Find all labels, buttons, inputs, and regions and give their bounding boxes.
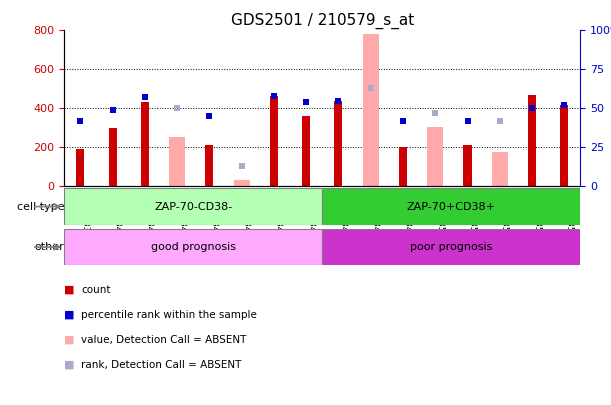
Text: percentile rank within the sample: percentile rank within the sample [81, 310, 257, 320]
Text: rank, Detection Call = ABSENT: rank, Detection Call = ABSENT [81, 360, 241, 370]
Title: GDS2501 / 210579_s_at: GDS2501 / 210579_s_at [231, 13, 414, 29]
Text: GSM99350: GSM99350 [435, 190, 444, 239]
Bar [323, 229, 580, 265]
Bar [528, 95, 536, 186]
Bar [64, 188, 323, 225]
Bar [302, 116, 310, 186]
Bar [334, 100, 343, 186]
Text: ■: ■ [64, 310, 75, 320]
Text: ■: ■ [64, 335, 75, 345]
Text: other: other [34, 242, 64, 252]
Text: ZAP-70-CD38-: ZAP-70-CD38- [154, 202, 232, 211]
Text: GSM99347: GSM99347 [338, 190, 348, 239]
Bar [109, 128, 117, 186]
Text: GSM99351: GSM99351 [467, 190, 477, 239]
Bar [560, 105, 568, 186]
Bar [76, 149, 84, 186]
Text: GSM99340: GSM99340 [112, 190, 122, 239]
Text: GSM99341: GSM99341 [145, 190, 154, 239]
Bar [233, 181, 250, 186]
Text: value, Detection Call = ABSENT: value, Detection Call = ABSENT [81, 335, 247, 345]
Text: GSM99343: GSM99343 [210, 190, 218, 239]
Text: count: count [81, 285, 111, 294]
Bar [363, 34, 379, 186]
Text: ■: ■ [64, 360, 75, 370]
Bar [399, 147, 407, 186]
Text: ZAP-70+CD38+: ZAP-70+CD38+ [407, 202, 496, 211]
Text: GSM99346: GSM99346 [306, 190, 315, 239]
Text: poor prognosis: poor prognosis [410, 242, 492, 252]
Bar [492, 152, 508, 186]
Bar [323, 188, 580, 225]
Bar [464, 145, 472, 186]
Text: GSM99354: GSM99354 [565, 190, 573, 239]
Text: cell type: cell type [16, 202, 64, 211]
Text: GSM99353: GSM99353 [532, 190, 541, 239]
Text: GSM99352: GSM99352 [500, 190, 509, 239]
Text: good prognosis: good prognosis [151, 242, 236, 252]
Bar [141, 102, 149, 186]
Text: GSM99345: GSM99345 [274, 190, 283, 239]
Bar [205, 145, 213, 186]
Bar [64, 229, 323, 265]
Text: GSM99349: GSM99349 [403, 190, 412, 239]
Text: GSM99339: GSM99339 [80, 190, 89, 239]
Bar [427, 127, 444, 186]
Text: GSM99348: GSM99348 [371, 190, 379, 239]
Bar [169, 136, 185, 186]
Bar [270, 96, 278, 186]
Text: GSM99342: GSM99342 [177, 190, 186, 239]
Text: GSM99344: GSM99344 [241, 190, 251, 239]
Text: ■: ■ [64, 285, 75, 294]
